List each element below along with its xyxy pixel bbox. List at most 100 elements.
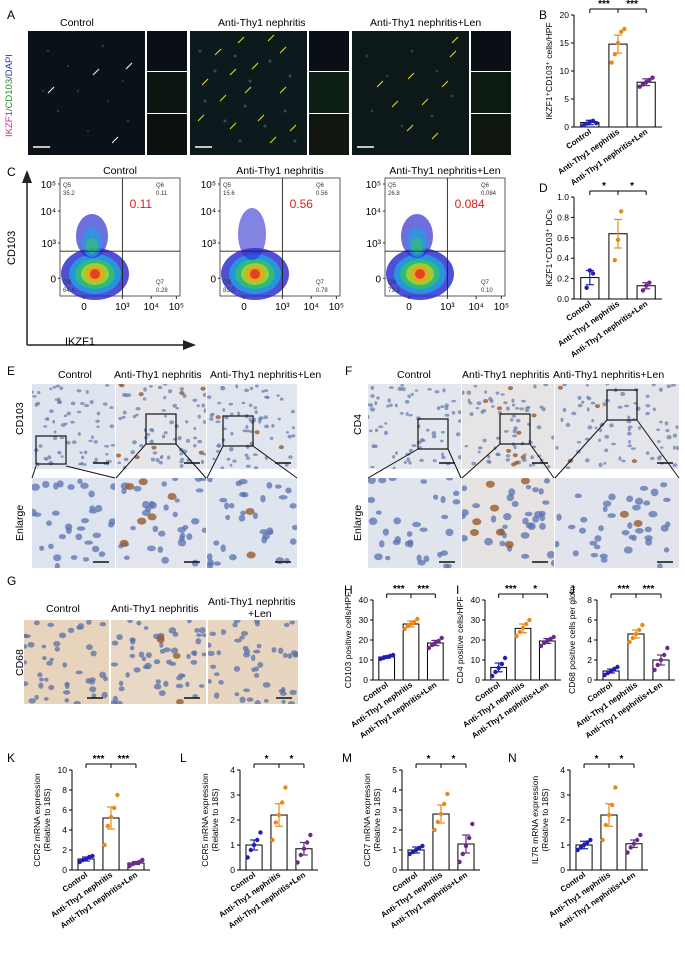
significance-K-0: *** bbox=[93, 754, 105, 765]
significance-bracket-K-1 bbox=[110, 763, 137, 768]
significance-bracket-D-1 bbox=[617, 190, 647, 195]
thumb-nephritis-3 bbox=[309, 114, 349, 156]
slash-2: / bbox=[4, 76, 15, 79]
point-M-0-3 bbox=[417, 845, 422, 851]
flow-q6-value-2: 0.084 bbox=[481, 191, 497, 197]
significance-D-1: * bbox=[630, 181, 634, 192]
panel-label-g: G bbox=[7, 574, 17, 588]
point-B-2-2 bbox=[643, 80, 649, 85]
panel-label-m: M bbox=[342, 751, 352, 765]
point-H-1-1 bbox=[405, 623, 410, 629]
bar-chart-L: 0 1 2 3 4 CCR5 mRNA expression (Relative to 18… bbox=[200, 754, 318, 930]
panel-g-ylabel: CD68 bbox=[14, 649, 26, 676]
ikzf1-label: IKZF1 bbox=[4, 111, 15, 137]
point-H-1-4 bbox=[415, 616, 420, 622]
significance-J-0: *** bbox=[618, 584, 630, 595]
ytick-D-2: 0.4 bbox=[557, 253, 569, 263]
ytick-N-3: 3 bbox=[560, 790, 565, 800]
point-H-2-4 bbox=[439, 635, 444, 641]
ylabel-K-0: CCR2 mRNA expression bbox=[32, 773, 42, 867]
flow-q8-label-0: Q8 bbox=[63, 280, 72, 286]
point-B-2-4 bbox=[650, 75, 655, 80]
panel-g-title-control: Control bbox=[46, 603, 80, 615]
flow-ytick-1-1: 10⁴ bbox=[201, 207, 216, 218]
point-K-2-0 bbox=[127, 863, 132, 869]
ylabel-L-0: CCR5 mRNA expression bbox=[200, 773, 210, 867]
point-M-1-2 bbox=[438, 811, 444, 817]
point-D-0-1 bbox=[587, 268, 593, 273]
point-J-1-3 bbox=[637, 627, 642, 633]
flow-q5-label-2: Q5 bbox=[388, 183, 397, 189]
significance-bracket-N-1 bbox=[608, 763, 635, 768]
flow-plot-0: Control Q5 35.2 Q6 0.110.11 Q8 64.4 Q7 0.28 10⁵ 10… bbox=[41, 165, 184, 313]
ylabel-K-1: (Relative to 18S) bbox=[42, 788, 52, 851]
flow-q5-label-0: Q5 bbox=[63, 183, 72, 189]
panel-label-d: D bbox=[539, 181, 548, 195]
ytick-I-0: 0 bbox=[475, 675, 480, 685]
flow-ytick-1-3: 0 bbox=[210, 274, 216, 285]
thumb-len-2 bbox=[471, 72, 511, 114]
panel-label-n: N bbox=[508, 751, 517, 765]
point-N-2-3 bbox=[634, 837, 640, 843]
ytick-L-3: 3 bbox=[230, 790, 235, 800]
ytick-M-3: 3 bbox=[392, 805, 397, 815]
point-I-2-3 bbox=[548, 636, 553, 642]
ihc-g-control bbox=[24, 620, 109, 704]
panel-f-title-control: Control bbox=[397, 369, 431, 381]
panel-label-k: K bbox=[7, 751, 16, 765]
significance-I-0: *** bbox=[505, 584, 517, 595]
error-bar-D-1 bbox=[614, 218, 622, 249]
flow-density-1 bbox=[221, 208, 289, 300]
ihc-g-nephritis bbox=[111, 620, 206, 704]
flow-q6-value-0: 0.11 bbox=[156, 191, 168, 197]
ytick-M-0: 0 bbox=[392, 865, 397, 875]
significance-I-1: * bbox=[533, 584, 537, 595]
point-K-1-2 bbox=[108, 814, 114, 820]
point-D-2-1 bbox=[643, 283, 649, 288]
ihc-f-control bbox=[368, 384, 461, 469]
ytick-K-3: 6 bbox=[62, 805, 67, 815]
panel-label-i: I bbox=[456, 583, 460, 597]
significance-N-1: * bbox=[620, 754, 624, 765]
ytick-N-4: 4 bbox=[560, 765, 565, 775]
point-H-2-2 bbox=[433, 640, 438, 646]
point-K-1-0 bbox=[102, 842, 107, 848]
point-I-1-3 bbox=[524, 621, 529, 627]
ylabel-D-0: IKZF1⁺CD103⁺ DCs bbox=[544, 209, 554, 286]
ytick-K-4: 8 bbox=[62, 785, 67, 795]
point-N-2-4 bbox=[638, 832, 643, 838]
flow-q7-label-1: Q7 bbox=[316, 280, 325, 286]
flow-q7-value-1: 0.78 bbox=[316, 288, 328, 294]
ihc-f-nephritis bbox=[462, 384, 554, 469]
ytick-J-0: 0 bbox=[587, 675, 592, 685]
significance-B-1: *** bbox=[626, 0, 638, 10]
point-D-1-2 bbox=[619, 209, 624, 214]
point-M-0-2 bbox=[413, 847, 419, 853]
thumb-len-3 bbox=[471, 114, 511, 156]
point-B-2-3 bbox=[647, 77, 652, 83]
flow-q5-label-1: Q5 bbox=[223, 183, 232, 189]
point-I-2-2 bbox=[545, 638, 550, 644]
flow-xlabel: IKZF1 bbox=[65, 336, 95, 348]
flow-title-0: Control bbox=[103, 165, 137, 177]
ytick-N-0: 0 bbox=[560, 865, 565, 875]
flow-q8-label-1: Q8 bbox=[223, 280, 232, 286]
flow-q7-value-2: 0.10 bbox=[481, 288, 493, 294]
point-N-2-2 bbox=[631, 841, 637, 846]
point-K-0-4 bbox=[90, 853, 95, 859]
point-N-0-4 bbox=[588, 837, 593, 843]
panel-a-title-nephritis: Anti-Thy1 nephritis bbox=[218, 17, 306, 29]
ytick-I-4: 40 bbox=[471, 595, 481, 605]
ihc-g-len bbox=[208, 620, 298, 704]
ytick-I-2: 20 bbox=[471, 635, 481, 645]
ytick-H-3: 30 bbox=[359, 615, 369, 625]
panel-a-title-control: Control bbox=[60, 17, 94, 29]
significance-D-0: * bbox=[602, 181, 606, 192]
flow-percentage-0: 0.11 bbox=[130, 197, 153, 211]
point-I-1-2 bbox=[520, 625, 526, 631]
bar-H-1 bbox=[402, 623, 420, 681]
point-L-0-3 bbox=[255, 837, 260, 843]
flow-ytick-0-3: 0 bbox=[50, 274, 56, 285]
point-J-2-0 bbox=[652, 667, 657, 673]
